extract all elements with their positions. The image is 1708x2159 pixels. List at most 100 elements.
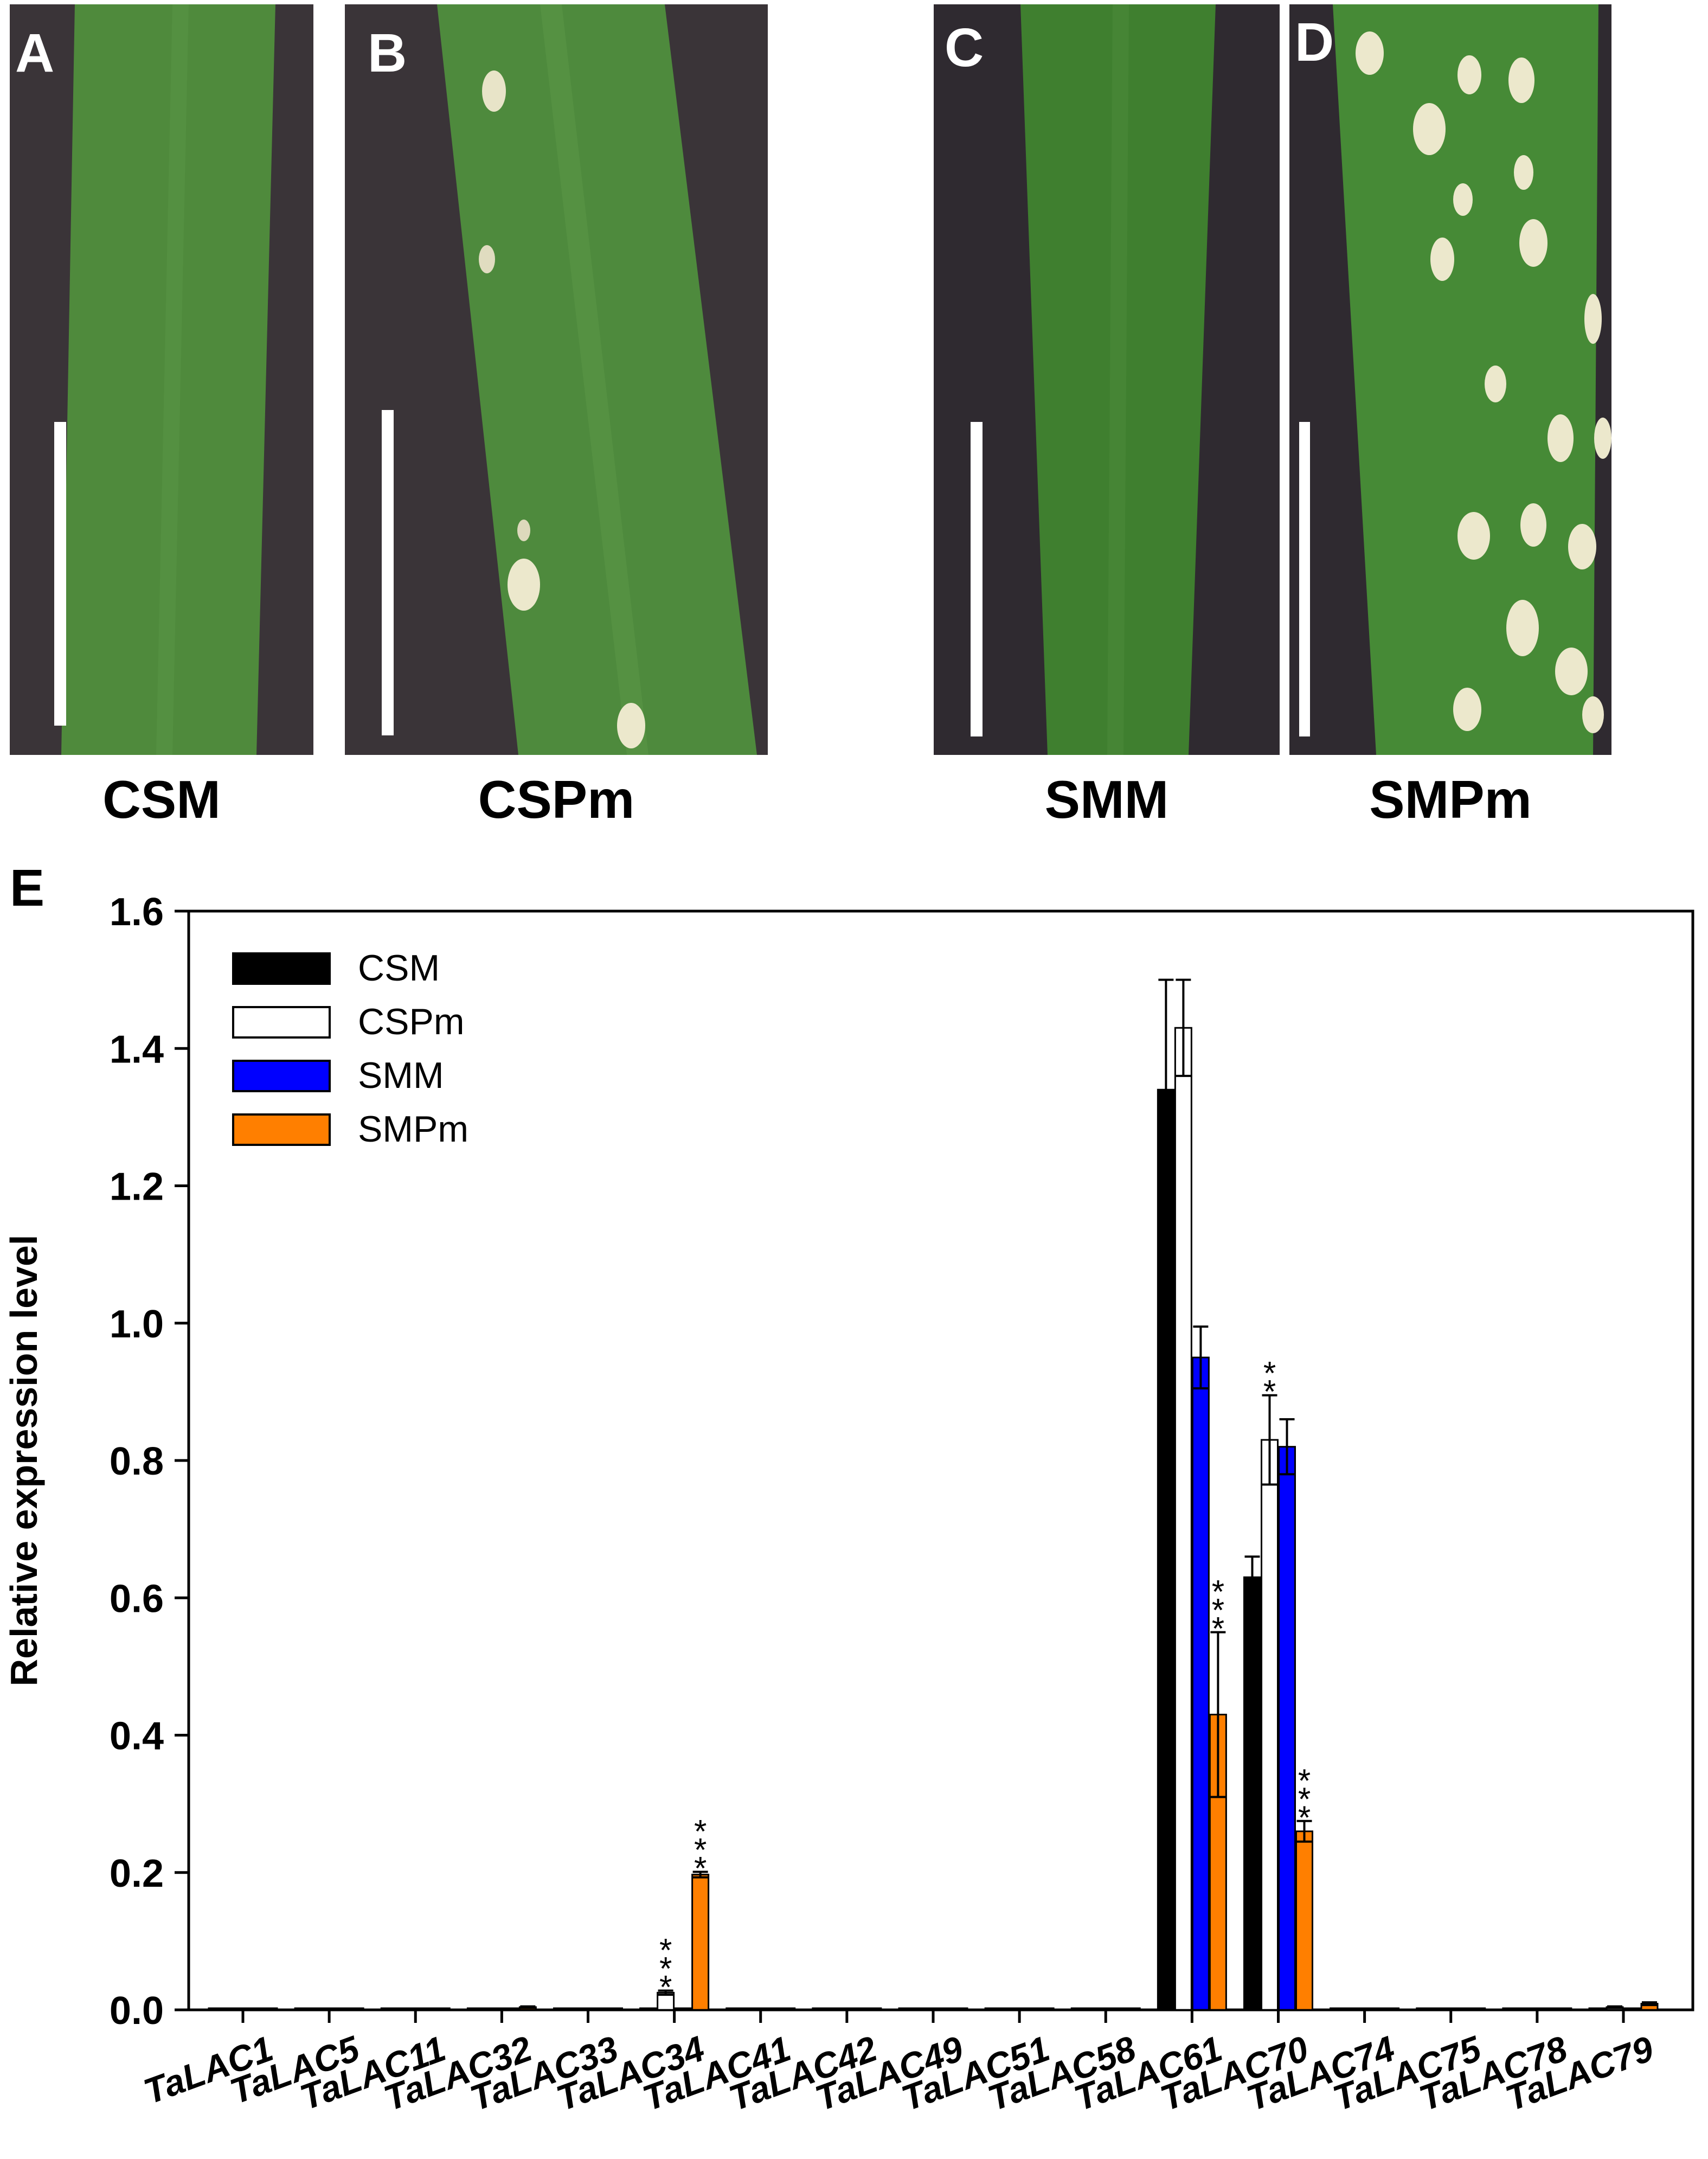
bar-csm-talac33 [553,2007,571,2011]
bar-smpm-talac70 [1295,1830,1313,2011]
bar-smpm-talac34 [691,1874,710,2011]
bar-cspm-talac1 [225,2007,243,2011]
legend-label-smpm: SMPm [358,1109,468,1150]
leaf-image-smpm [1289,4,1611,755]
y-tick-label: 1.0 [110,1303,164,1346]
leaf-image-cspm [345,4,768,755]
bar-smm-talac51 [1019,2007,1037,2011]
y-tick-label: 0.0 [110,1989,164,2033]
scale-bar [382,410,394,735]
bar-smpm-talac11 [432,2007,451,2011]
bar-smpm-talac51 [1036,2007,1055,2011]
significance-annotation: * * * [659,1932,672,2006]
bar-smpm-talac5 [346,2007,364,2011]
bar-cspm-talac74 [1347,2007,1365,2011]
bar-smm-talac49 [933,2007,951,2011]
bar-smm-talac32 [501,2007,519,2011]
bar-csm-talac49 [898,2007,916,2011]
bar-csm-talac74 [1330,2007,1348,2011]
caption-cspm: CSPm [478,770,635,829]
y-axis-label: Relative expression level [3,1235,45,1687]
bar-smpm-talac74 [1382,2007,1400,2011]
bar-cspm-talac33 [570,2007,588,2011]
caption-smpm: SMPm [1369,770,1532,829]
bar-smpm-talac33 [605,2007,623,2011]
bar-cspm-talac49 [915,2007,934,2011]
caption-csm: CSM [102,770,221,829]
bar-smm-talac70 [1278,1446,1296,2011]
photo-panel-c: C [934,4,1280,755]
bar-smpm-talac1 [260,2007,278,2011]
bar-smm-talac58 [1105,2007,1123,2011]
bar-cspm-talac75 [1433,2007,1452,2011]
y-tick-label: 1.4 [110,1028,164,1071]
expression-bar-chart: E 0.0 0.2 0.4 0.6 0.8 1.0 1.2 1.4 1.6 Relative exp… [3,859,1694,2118]
bar-smm-talac5 [329,2007,347,2011]
panel-label: B [368,23,407,84]
bar-cspm-talac42 [829,2007,847,2011]
caption-smm: SMM [1044,770,1169,829]
bar-csm-talac70 [1243,1576,1261,2011]
y-tick-label: 0.4 [110,1715,164,1758]
panel-label-e: E [10,859,44,917]
y-tick-label: 0.8 [110,1440,164,1483]
significance-annotation: * * * [1212,1574,1224,1647]
bar-csm-talac51 [984,2007,1003,2011]
bar-cspm-talac41 [743,2007,761,2011]
bar-smpm-talac41 [778,2007,796,2011]
bar-smm-talac33 [588,2007,606,2011]
bar-smm-talac1 [242,2007,261,2011]
significance-annotation: * * * [1298,1763,1311,1836]
bar-smm-talac11 [415,2007,433,2011]
bar-csm-talac11 [380,2007,399,2011]
photo-panel-a: A [10,4,313,755]
bar-cspm-talac70 [1261,1439,1279,2011]
y-tick-label: 0.2 [110,1852,164,1895]
bar-smpm-talac49 [950,2007,968,2011]
bar-csm-talac32 [466,2007,485,2011]
bar-csm-talac58 [1070,2007,1089,2011]
bar-csm-talac79 [1588,2007,1607,2011]
legend-swatch-smpm [232,1113,331,1146]
leaf-image-csm [10,4,313,755]
bar-cspm-talac61 [1174,1027,1192,2011]
panel-label: C [945,17,984,78]
bar-smm-talac78 [1537,2007,1555,2011]
significance-annotation: * * * [694,1813,707,1886]
bar-smm-talac75 [1450,2007,1469,2011]
y-tick-label: 1.2 [110,1165,164,1209]
significance-annotation: * * [1263,1355,1276,1410]
bar-smm-talac79 [1623,2007,1641,2011]
bar-csm-talac41 [725,2007,744,2011]
bar-smm-talac41 [760,2007,779,2011]
bar-cspm-talac58 [1088,2007,1106,2011]
legend-swatch-cspm [232,1006,331,1039]
bar-cspm-talac11 [397,2007,416,2011]
bar-smm-talac74 [1364,2007,1383,2011]
scale-bar [1299,422,1310,736]
scale-bar [971,422,983,736]
bar-csm-talac5 [294,2007,312,2011]
legend-label-cspm: CSPm [358,1001,464,1042]
bar-cspm-talac51 [1001,2007,1020,2011]
y-tick-label: 1.6 [110,890,164,934]
y-tick-label: 0.6 [110,1577,164,1620]
bar-smpm-talac78 [1554,2007,1572,2011]
bar-csm-talac34 [639,2007,658,2011]
bar-csm-talac75 [1416,2007,1434,2011]
bar-smm-talac42 [846,2007,865,2011]
bar-cspm-talac5 [311,2007,330,2011]
photo-panel-b: B [345,4,768,755]
leaf-image-smm [934,4,1280,755]
bar-csm-talac78 [1502,2007,1520,2011]
photo-panel-d: D [1289,4,1611,755]
scale-bar [54,422,66,726]
bar-smpm-talac75 [1468,2007,1486,2011]
bar-csm-talac61 [1157,1088,1175,2011]
panel-label: A [15,23,55,84]
legend-label-smm: SMM [358,1055,444,1096]
bar-smpm-talac42 [864,2007,882,2011]
bar-cspm-talac32 [484,2007,502,2011]
bar-cspm-talac78 [1519,2007,1538,2011]
legend-label-csm: CSM [358,947,440,989]
